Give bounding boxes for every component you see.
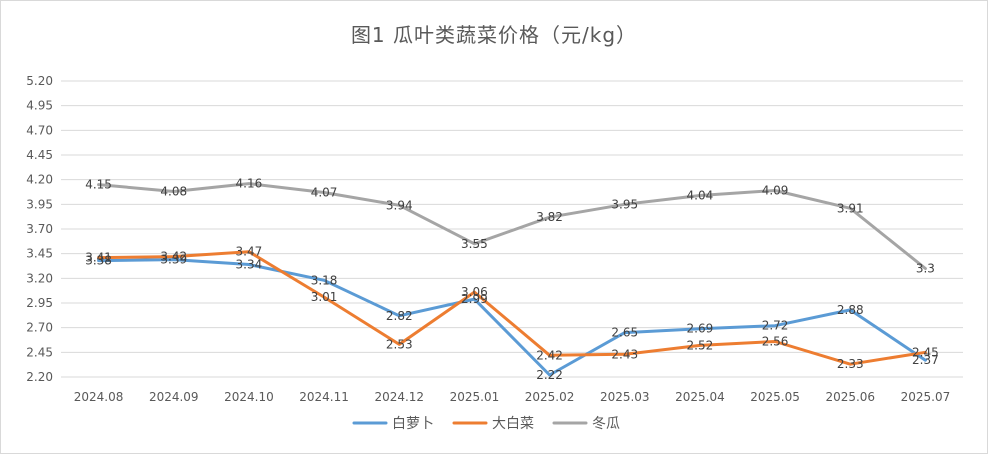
- data-label: 3.47: [236, 245, 263, 259]
- x-tick-label: 2025.03: [600, 390, 650, 404]
- data-label: 2.45: [912, 345, 939, 359]
- data-label: 4.15: [85, 178, 112, 192]
- y-tick-label: 5.20: [26, 74, 53, 88]
- x-tick-label: 2025.07: [901, 390, 951, 404]
- x-tick-label: 2024.10: [224, 390, 274, 404]
- y-tick-label: 3.70: [26, 222, 53, 236]
- x-tick-label: 2025.06: [825, 390, 875, 404]
- x-tick-label: 2025.01: [450, 390, 500, 404]
- data-label: 2.69: [687, 322, 714, 336]
- legend-label: 大白菜: [492, 416, 534, 432]
- data-label: 2.99: [461, 292, 488, 306]
- data-label: 4.08: [160, 185, 187, 199]
- y-tick-label: 4.95: [26, 99, 53, 113]
- x-tick-label: 2024.08: [74, 390, 124, 404]
- y-tick-label: 2.95: [26, 296, 53, 310]
- data-label: 2.65: [611, 326, 638, 340]
- data-label: 2.42: [536, 348, 563, 362]
- data-label: 2.53: [386, 337, 413, 351]
- series-line-1: [97, 258, 927, 377]
- data-label: 2.22: [536, 368, 563, 382]
- data-label: 4.09: [762, 184, 789, 198]
- data-label: 3.01: [311, 290, 338, 304]
- data-label: 4.16: [236, 177, 263, 191]
- data-label: 2.56: [762, 334, 789, 348]
- data-label: 3.91: [837, 201, 864, 215]
- data-label: 3.3: [916, 261, 935, 275]
- data-label: 2.88: [837, 303, 864, 317]
- y-tick-label: 2.20: [26, 370, 53, 384]
- data-label: 3.34: [236, 258, 263, 272]
- y-tick-label: 3.45: [26, 247, 53, 261]
- chart-title: 图1 瓜叶类蔬菜价格（元/kg）: [350, 23, 638, 47]
- y-tick-label: 3.20: [26, 271, 53, 285]
- data-label: 3.55: [461, 237, 488, 251]
- data-label: 3.82: [536, 210, 563, 224]
- data-label: 2.82: [386, 309, 413, 323]
- data-label: 3.18: [311, 273, 338, 287]
- y-tick-label: 4.20: [26, 173, 53, 187]
- data-label: 2.37: [912, 353, 939, 367]
- y-tick-label: 2.45: [26, 345, 53, 359]
- data-label: 3.42: [160, 250, 187, 264]
- data-label: 3.41: [85, 251, 112, 265]
- data-label: 3.39: [160, 253, 187, 267]
- data-label: 2.52: [687, 338, 714, 352]
- legend-label: 冬瓜: [592, 416, 620, 432]
- data-label: 2.72: [762, 319, 789, 333]
- y-tick-label: 4.70: [26, 123, 53, 137]
- y-tick-label: 2.70: [26, 321, 53, 335]
- x-tick-label: 2025.05: [750, 390, 800, 404]
- data-label: 2.33: [837, 357, 864, 371]
- y-tick-label: 3.95: [26, 197, 53, 211]
- data-label: 3.95: [611, 197, 638, 211]
- y-tick-label: 4.45: [26, 148, 53, 162]
- x-tick-label: 2024.09: [149, 390, 199, 404]
- data-label: 3.94: [386, 198, 413, 212]
- series-line-3: [97, 182, 927, 270]
- data-label: 4.04: [687, 188, 714, 202]
- x-tick-label: 2025.04: [675, 390, 725, 404]
- legend-label: 白萝卜: [392, 416, 434, 432]
- x-tick-label: 2024.11: [299, 390, 349, 404]
- data-label: 3.38: [85, 254, 112, 268]
- data-label: 2.43: [611, 347, 638, 361]
- x-tick-label: 2025.02: [525, 390, 575, 404]
- data-label: 4.07: [311, 185, 338, 199]
- x-tick-label: 2024.12: [374, 390, 424, 404]
- series-line-2: [97, 250, 927, 366]
- data-label: 3.06: [461, 285, 488, 299]
